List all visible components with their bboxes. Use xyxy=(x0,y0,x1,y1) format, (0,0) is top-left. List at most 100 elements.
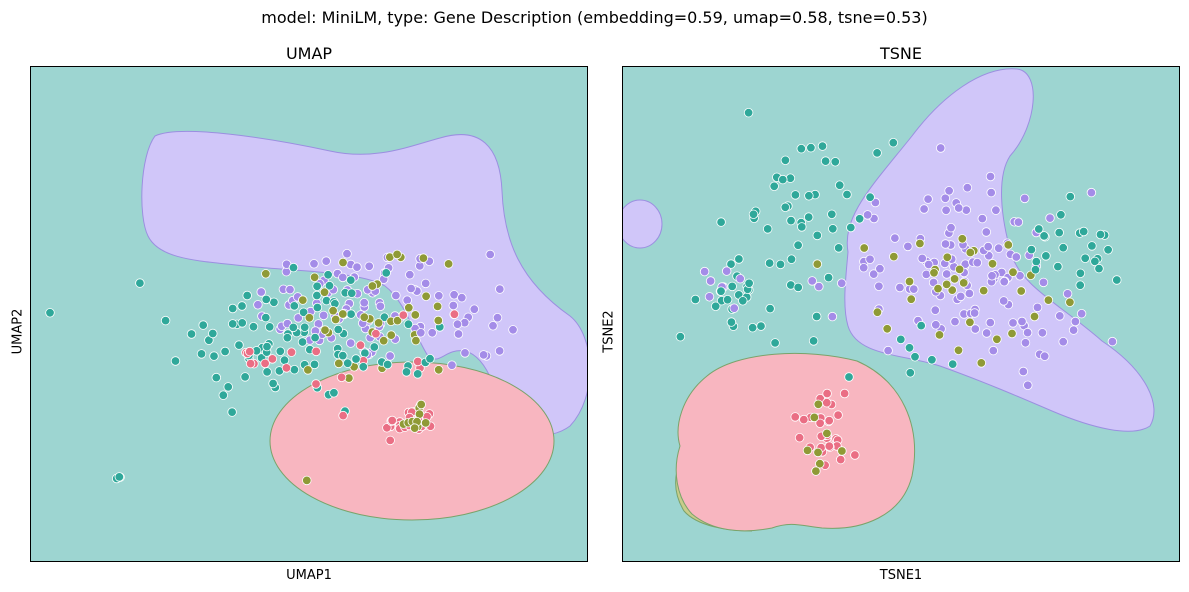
tsne-point-olive xyxy=(949,274,960,284)
tsne-point-teal xyxy=(896,334,906,345)
tsne-point-purple xyxy=(729,303,739,313)
tsne-point-purple xyxy=(923,194,933,204)
tsne-point-purple xyxy=(868,269,879,279)
umap-point-olive xyxy=(303,365,313,375)
umap-point-teal xyxy=(403,319,414,329)
umap-point-teal xyxy=(333,324,343,335)
tsne-point-pink xyxy=(822,398,832,408)
tsne-point-teal xyxy=(823,272,834,283)
umap-point-purple xyxy=(342,248,352,259)
umap-point-olive xyxy=(379,336,389,346)
umap-point-teal xyxy=(312,302,323,313)
umap-x-axis-label: UMAP1 xyxy=(286,568,332,583)
tsne-point-olive xyxy=(979,285,989,296)
tsne-point-purple xyxy=(917,253,927,264)
tsne-point-olive xyxy=(953,345,964,356)
tsne-point-olive xyxy=(904,276,915,287)
tsne-point-olive xyxy=(859,243,869,253)
tsne-point-olive xyxy=(1029,311,1040,322)
umap-point-pink xyxy=(286,347,297,357)
tsne-point-purple xyxy=(883,345,893,356)
umap-point-purple xyxy=(364,261,374,272)
tsne-point-pink xyxy=(794,433,805,443)
tsne-point-purple xyxy=(874,281,884,292)
tsne-point-teal xyxy=(842,189,852,200)
tsne-pink-region xyxy=(675,352,916,532)
tsne-point-teal xyxy=(888,137,899,148)
umap-plot-area xyxy=(30,66,588,562)
tsne-point-teal xyxy=(1094,263,1104,274)
umap-point-purple xyxy=(405,269,415,280)
tsne-point-purple xyxy=(930,305,941,315)
umap-pink-region xyxy=(269,361,555,521)
umap-point-teal xyxy=(324,280,335,291)
umap-point-teal xyxy=(45,308,55,318)
umap-point-olive xyxy=(359,312,370,322)
tsne-point-olive xyxy=(882,324,892,334)
tsne-point-purple xyxy=(1008,318,1018,328)
tsne-point-teal xyxy=(744,278,754,289)
umap-point-olive xyxy=(320,325,330,335)
tsne-point-pink xyxy=(790,412,800,422)
tsne-point-purple xyxy=(895,282,905,293)
tsne-point-olive xyxy=(1065,297,1075,308)
tsne-point-purple xyxy=(991,205,1001,215)
umap-point-purple xyxy=(406,283,416,294)
tsne-point-teal xyxy=(828,224,838,234)
umap-point-teal xyxy=(261,294,271,305)
umap-point-olive xyxy=(261,269,271,279)
tsne-point-olive xyxy=(965,247,976,258)
umap-point-olive xyxy=(392,315,403,326)
tsne-point-olive xyxy=(954,264,965,275)
umap-point-teal xyxy=(264,322,275,332)
tsne-point-purple xyxy=(924,259,934,270)
tsne-point-teal xyxy=(834,180,845,190)
tsne-point-purple xyxy=(1023,380,1033,391)
tsne-point-olive xyxy=(976,358,987,368)
tsne-point-purple xyxy=(1076,308,1087,319)
umap-point-teal xyxy=(413,369,423,379)
umap-point-teal xyxy=(279,355,290,365)
umap-point-olive xyxy=(410,310,421,320)
tsne-point-teal xyxy=(1080,253,1090,264)
tsne-point-teal xyxy=(1079,226,1089,237)
tsne-point-purple xyxy=(983,241,993,252)
umap-point-teal xyxy=(135,278,145,288)
umap-point-purple xyxy=(447,360,457,370)
tsne-point-olive xyxy=(942,252,953,263)
tsne-point-purple xyxy=(1086,187,1097,198)
tsne-point-purple xyxy=(964,288,975,299)
tsne-point-teal xyxy=(778,174,788,185)
umap-point-olive xyxy=(334,358,344,369)
umap-point-teal xyxy=(209,351,219,361)
tsne-point-teal xyxy=(743,108,754,118)
umap-point-teal xyxy=(237,301,247,311)
tsne-point-olive xyxy=(957,234,968,244)
umap-point-purple xyxy=(318,310,329,321)
umap-point-purple xyxy=(402,295,412,305)
tsne-point-purple xyxy=(1058,337,1068,347)
umap-point-purple xyxy=(385,351,395,361)
tsne-point-teal xyxy=(769,181,779,192)
umap-frame xyxy=(30,66,588,562)
tsne-point-teal xyxy=(762,224,773,234)
umap-point-olive xyxy=(328,305,338,316)
tsne-point-purple xyxy=(962,182,973,193)
tsne-points xyxy=(675,108,1122,476)
umap-point-purple xyxy=(494,346,505,356)
tsne-point-pink xyxy=(839,388,850,399)
tsne-point-olive xyxy=(1043,295,1054,305)
tsne-point-purple xyxy=(1068,325,1079,335)
tsne-point-teal xyxy=(785,173,796,183)
umap-point-teal xyxy=(346,275,356,285)
tsne-point-olive xyxy=(802,445,813,456)
tsne-point-purple xyxy=(986,187,996,198)
tsne-point-purple xyxy=(1020,193,1030,204)
umap-point-olive xyxy=(443,259,454,269)
umap-point-purple xyxy=(485,249,495,260)
umap-point-olive xyxy=(338,309,348,319)
tsne-point-purple xyxy=(956,291,966,302)
umap-point-olive xyxy=(433,315,444,326)
umap-point-teal xyxy=(300,322,310,333)
tsne-point-pink xyxy=(824,441,835,451)
